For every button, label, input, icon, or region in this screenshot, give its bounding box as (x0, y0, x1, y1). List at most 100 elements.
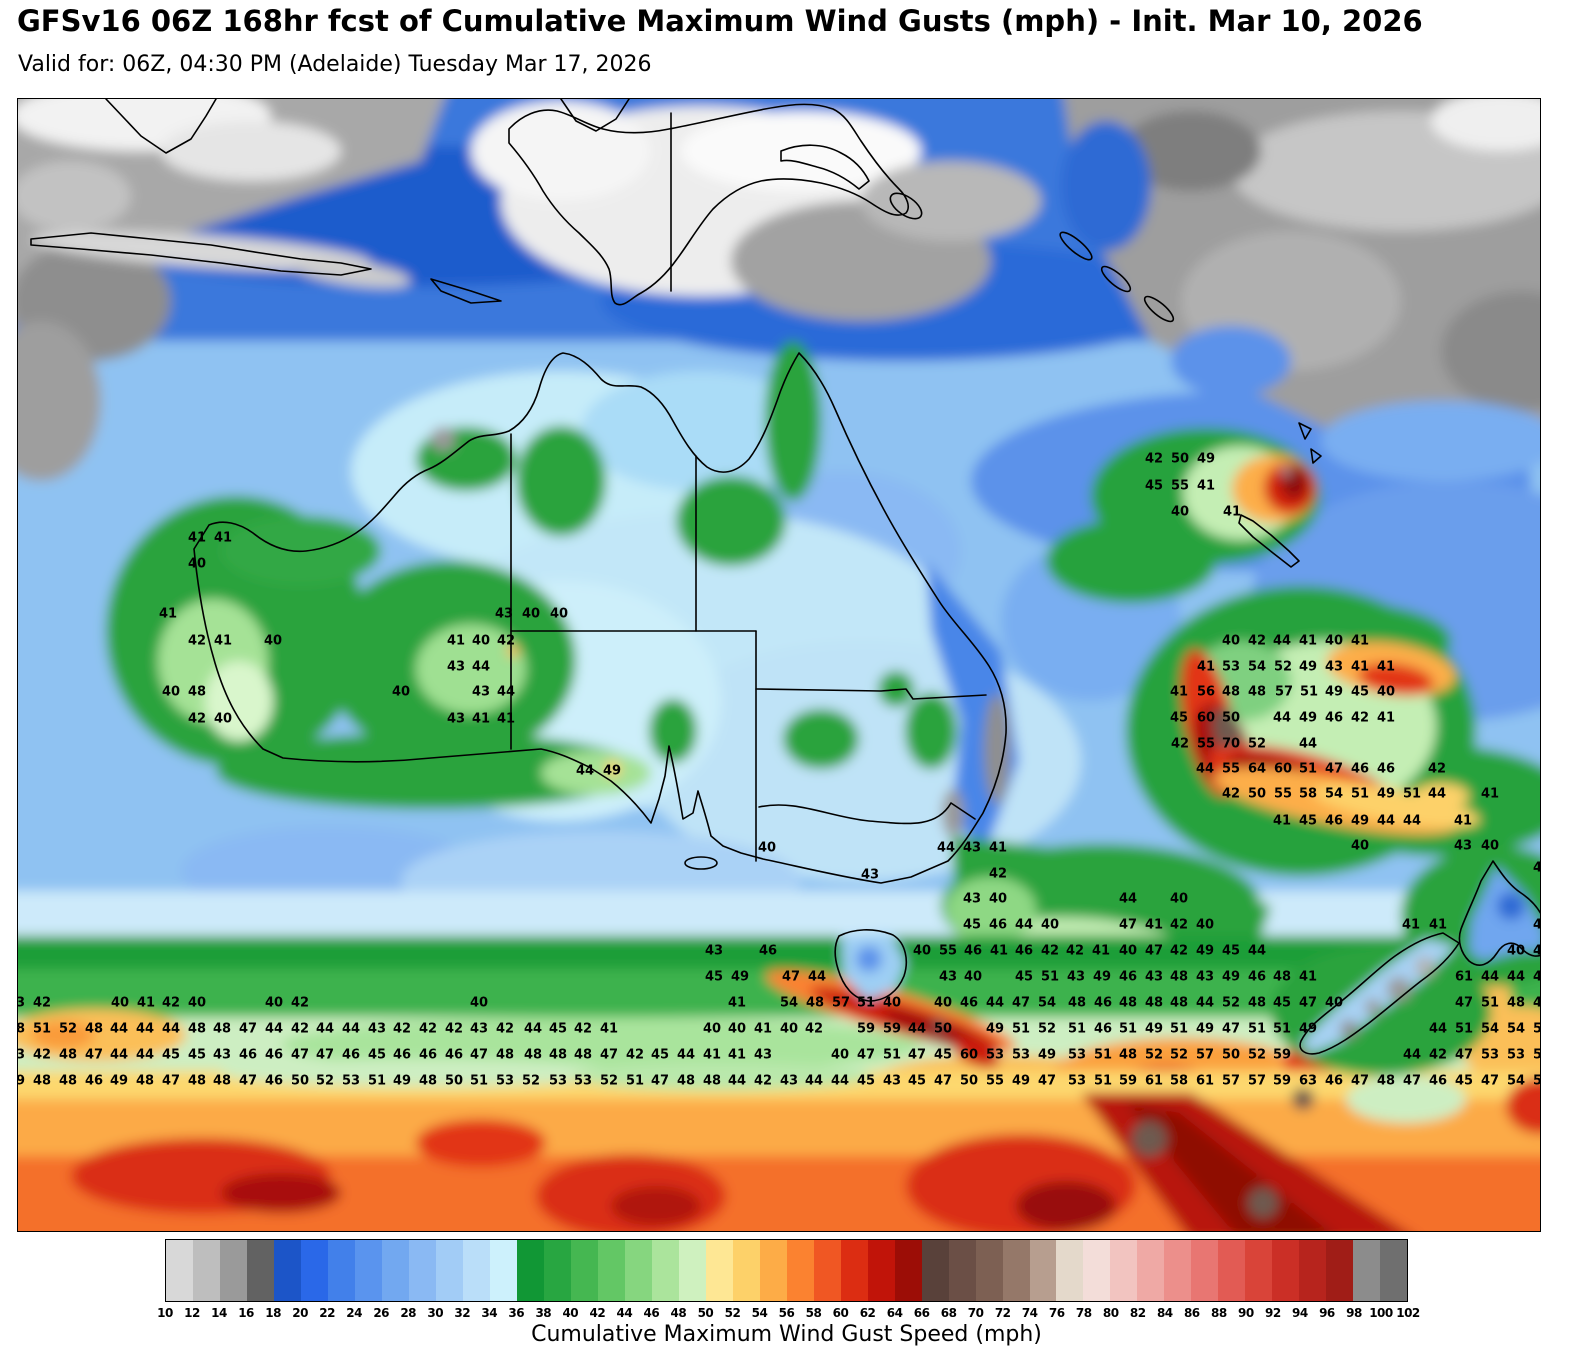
gust-value-label: 47 (1324, 761, 1344, 777)
gust-value-label: 46 (1247, 969, 1267, 985)
colorbar-cell (678, 1240, 706, 1301)
colorbar-cell (975, 1240, 1003, 1301)
gust-value-label: 40 (161, 684, 181, 700)
coastline-bougainville (889, 192, 923, 220)
gust-value-label: 43 (18, 1049, 25, 1062)
gust-value-label: 43 (882, 1073, 902, 1089)
gust-value-label: 46 (1093, 995, 1113, 1011)
colorbar-cell (219, 1240, 247, 1301)
colorbar-tick-label: 94 (1292, 1306, 1308, 1320)
gust-value-label: 59 (882, 1021, 902, 1037)
gust-value-label: 46 (1533, 997, 1540, 1010)
gust-value-label: 41 (727, 995, 747, 1011)
gust-value-label: 45 (1169, 710, 1189, 726)
colorbar-tick-label: 34 (481, 1306, 498, 1320)
gust-value-label: 49 (1298, 659, 1318, 675)
gust-value-label: 42 (495, 1021, 515, 1037)
gust-value-label: 46 (1324, 710, 1344, 726)
gust-value-label: 41 (1196, 478, 1216, 494)
gust-value-label: 53 (1480, 1047, 1500, 1063)
gust-value-label: 47 (1011, 995, 1031, 1011)
gust-value-label: 48 (1118, 1047, 1138, 1063)
gust-value-label: 50 (1170, 451, 1190, 467)
gust-value-label: 44 (109, 1021, 129, 1037)
gust-value-label: 43 (860, 867, 880, 883)
gust-value-label: 47 (1402, 1073, 1422, 1089)
colorbar-tick-label: 46 (643, 1306, 660, 1320)
gust-value-label: 43 (962, 840, 982, 856)
colorbar-tick-label: 86 (1183, 1306, 1200, 1320)
colorbar-cell (300, 1240, 328, 1301)
gust-value-label: 43 (938, 969, 958, 985)
colorbar-cell (840, 1240, 868, 1301)
colorbar-tick-label: 16 (238, 1306, 254, 1320)
gust-value-label: 48 (676, 1073, 696, 1089)
gust-value-label: 50 (959, 1073, 979, 1089)
gust-value-label: 42 (444, 1021, 464, 1037)
gust-value-label: 44 (135, 1047, 155, 1063)
gust-value-label: 53 (495, 1073, 515, 1089)
gust-value-label: 49 (18, 1075, 25, 1088)
gust-value-label: 42 (1221, 786, 1241, 802)
gust-value-label: 44 (315, 1021, 335, 1037)
gust-value-label: 40 (1040, 917, 1060, 933)
gust-value-label: 45 (1144, 478, 1164, 494)
gust-value-label: 41 (1298, 969, 1318, 985)
gust-value-label: 50 (1247, 786, 1267, 802)
gust-value-label: 54 (1037, 995, 1057, 1011)
gust-value-label: 42 (290, 1021, 310, 1037)
colorbar-tick-label: 102 (1396, 1306, 1420, 1320)
gust-value-label: 49 (1298, 1021, 1318, 1037)
gust-value-label: 41 (1453, 813, 1473, 829)
coastline-kangaroo-island (684, 856, 718, 870)
gust-value-label: 49 (109, 1073, 129, 1089)
gust-value-label: 57 (1195, 1047, 1215, 1063)
colorbar-tick-label: 78 (1075, 1306, 1092, 1320)
gust-value-label: 56 (1196, 684, 1216, 700)
gust-value-label: 52 (1144, 1047, 1164, 1063)
gust-value-label: 46 (84, 1073, 104, 1089)
gust-value-label: 48 (548, 1047, 568, 1063)
gust-value-label: 44 (936, 840, 956, 856)
colorbar-tick-label: 76 (1048, 1306, 1065, 1320)
gust-value-label: 45 (650, 1047, 670, 1063)
gust-value-label: 59 (1272, 1073, 1292, 1089)
colorbar-tick-label: 38 (535, 1306, 552, 1320)
colorbar-cell (408, 1240, 436, 1301)
state-border-nsw-vic (758, 802, 976, 825)
gust-value-label: 44 (575, 763, 595, 779)
gust-value-label: 45 (1014, 969, 1034, 985)
colorbar-cell (192, 1240, 220, 1301)
gust-value-label: 48 (18, 1023, 25, 1036)
gust-value-label: 54 (1506, 1021, 1526, 1037)
gust-value-label: 46 (1324, 813, 1344, 829)
colorbar-tick-label: 24 (346, 1306, 362, 1320)
gust-value-label: 46 (758, 943, 778, 959)
gust-value-label: 59 (1118, 1073, 1138, 1089)
gust-value-label: 46 (1428, 1073, 1448, 1089)
gust-value-label: 48 (523, 1047, 543, 1063)
colorbar-cell (381, 1240, 409, 1301)
gust-value-label: 41 (1091, 943, 1111, 959)
colorbar-cell (651, 1240, 679, 1301)
gust-value-label: 51 (1169, 1021, 1189, 1037)
gust-value-label: 57 (1221, 1073, 1241, 1089)
gust-value-label: 40 (549, 606, 569, 622)
gust-value-label: 46 (988, 917, 1008, 933)
gust-value-label: 51 (1118, 1021, 1138, 1037)
colorbar-cell (1272, 1240, 1300, 1301)
colorbar-tick-label: 48 (670, 1306, 687, 1320)
gust-value-label: 55 (1196, 736, 1216, 752)
gust-value-label: 51 (1247, 1021, 1267, 1037)
gust-value-label: 70 (1221, 736, 1241, 752)
gust-value-label: 45 (907, 1073, 927, 1089)
gust-value-label: 41 (988, 840, 1008, 856)
gust-value-label: 48 (212, 1021, 232, 1037)
gust-value-label: 41 (989, 943, 1009, 959)
gust-value-label: 48 (187, 1021, 207, 1037)
colorbar-cell (1110, 1240, 1138, 1301)
gust-value-label: 43 (1144, 969, 1164, 985)
gust-value-label: 55 (1221, 761, 1241, 777)
coastline-timor (430, 278, 502, 304)
gust-value-label: 41 (496, 711, 516, 727)
